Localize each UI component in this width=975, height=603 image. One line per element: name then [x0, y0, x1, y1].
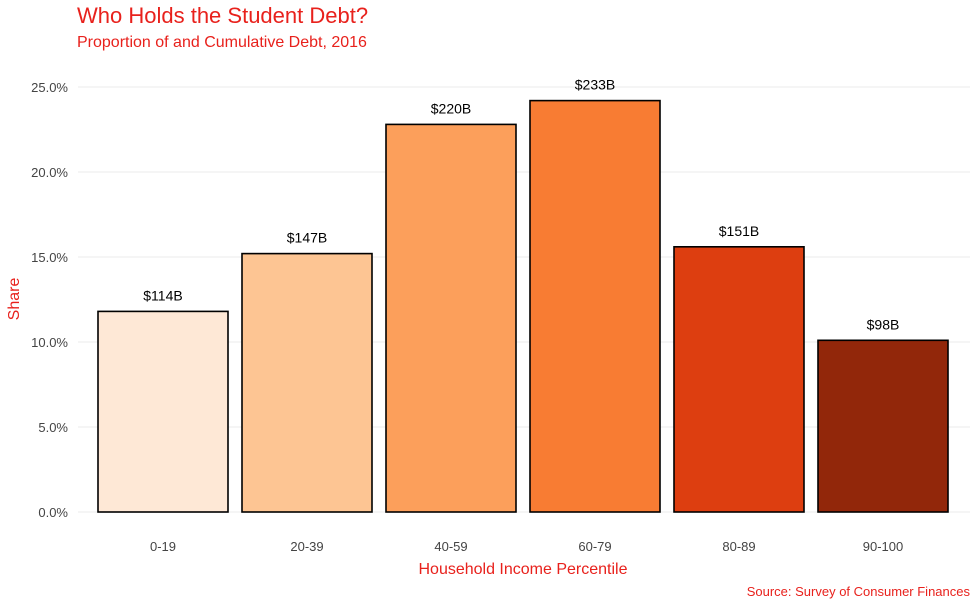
- bar-80-89: [673, 246, 805, 513]
- y-tick-label: 10.0%: [31, 335, 68, 350]
- y-tick-label: 25.0%: [31, 80, 68, 95]
- y-axis-title: Share: [6, 278, 23, 321]
- x-tick-label: 80-89: [722, 539, 755, 554]
- bar-value-label: $220B: [431, 100, 471, 116]
- x-tick-label: 0-19: [150, 539, 176, 554]
- bar-value-labels: $114B $147B $220B $233B $151B $98B: [143, 77, 899, 333]
- x-tick-label: 40-59: [434, 539, 467, 554]
- bar-60-79: [529, 99, 661, 513]
- x-tick-label: 20-39: [290, 539, 323, 554]
- chart-subtitle: Proportion of and Cumulative Debt, 2016: [77, 34, 367, 51]
- x-tick-label: 60-79: [578, 539, 611, 554]
- bar-value-label: $98B: [867, 316, 900, 332]
- x-axis-title: Household Income Percentile: [418, 561, 627, 578]
- bar-0-19: [97, 310, 229, 513]
- bar-value-label: $147B: [287, 230, 327, 246]
- y-tick-label: 20.0%: [31, 165, 68, 180]
- y-tick-label: 0.0%: [38, 505, 68, 520]
- bars: [97, 99, 949, 513]
- chart-title: Who Holds the Student Debt?: [77, 3, 369, 28]
- x-tick-label: 90-100: [863, 539, 903, 554]
- bar-value-label: $151B: [719, 223, 759, 239]
- y-axis-ticks: 0.0% 5.0% 10.0% 15.0% 20.0% 25.0%: [31, 80, 68, 520]
- chart-caption: Source: Survey of Consumer Finances: [746, 584, 970, 599]
- bar-40-59: [385, 123, 517, 513]
- bar-value-label: $233B: [575, 77, 615, 93]
- bar-90-100: [817, 339, 949, 513]
- bar-20-39: [241, 252, 373, 513]
- bar-value-label: $114B: [143, 287, 182, 303]
- y-tick-label: 15.0%: [31, 250, 68, 265]
- y-tick-label: 5.0%: [38, 420, 68, 435]
- x-axis-ticks: 0-19 20-39 40-59 60-79 80-89 90-100: [150, 539, 903, 554]
